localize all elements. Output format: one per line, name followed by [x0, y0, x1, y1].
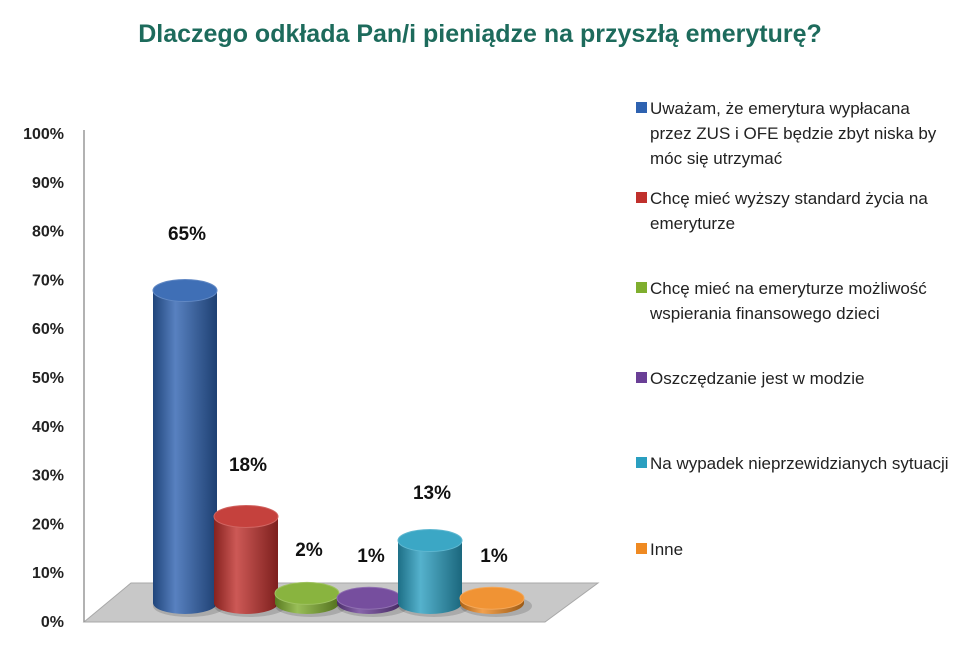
- data-label: 2%: [295, 540, 323, 561]
- legend-item: Oszczędzanie jest w modzie: [636, 366, 956, 391]
- y-tick-label: 80%: [32, 224, 64, 241]
- legend-label: Uważam, że emerytura wypłacana przez ZUS…: [650, 99, 937, 168]
- bar-body: [398, 540, 462, 614]
- legend-label: Oszczędzanie jest w modzie: [650, 369, 865, 388]
- y-tick-label: 60%: [32, 321, 64, 338]
- y-tick-label: 50%: [32, 370, 64, 387]
- y-tick-label: 0%: [41, 614, 64, 631]
- data-label: 65%: [168, 224, 206, 245]
- bar-top: [213, 504, 279, 528]
- bar-body: [153, 290, 217, 614]
- legend-item: Na wypadek nieprzewidzianych sytuacji: [636, 451, 956, 476]
- y-tick-label: 90%: [32, 175, 64, 192]
- data-label: 1%: [357, 546, 385, 567]
- bar-top: [397, 529, 463, 553]
- legend-swatch: [636, 372, 647, 383]
- legend-swatch: [636, 457, 647, 468]
- legend-item: Uważam, że emerytura wypłacana przez ZUS…: [636, 96, 956, 171]
- y-tick-label: 10%: [32, 565, 64, 582]
- legend-item: Inne: [636, 537, 956, 562]
- legend-item: Chcę mieć wyższy standard życia na emery…: [636, 186, 956, 236]
- data-label: 18%: [229, 455, 267, 476]
- data-label: 13%: [413, 483, 451, 504]
- legend-swatch: [636, 282, 647, 293]
- y-tick-label: 20%: [32, 516, 64, 533]
- data-label: 1%: [480, 546, 508, 567]
- legend-label: Chcę mieć na emeryturze możliwość wspier…: [650, 279, 927, 323]
- bar-top: [459, 586, 525, 610]
- legend-swatch: [636, 543, 647, 554]
- legend-label: Inne: [650, 540, 684, 559]
- y-tick-label: 70%: [32, 272, 64, 289]
- chart-title: Dlaczego odkłada Pan/i pieniądze na przy…: [138, 20, 822, 48]
- bar-top: [336, 586, 402, 610]
- bar-top: [152, 279, 218, 303]
- y-tick-label: 30%: [32, 468, 64, 485]
- legend-label: Na wypadek nieprzewidzianych sytuacji: [650, 454, 949, 473]
- y-tick-label: 40%: [32, 419, 64, 436]
- legend-swatch: [636, 192, 647, 203]
- legend-item: Chcę mieć na emeryturze możliwość wspier…: [636, 276, 956, 326]
- legend-label: Chcę mieć wyższy standard życia na emery…: [650, 189, 928, 233]
- bar-top: [274, 581, 340, 605]
- legend-swatch: [636, 102, 647, 113]
- bar-body: [214, 516, 278, 614]
- y-tick-label: 100%: [23, 126, 64, 143]
